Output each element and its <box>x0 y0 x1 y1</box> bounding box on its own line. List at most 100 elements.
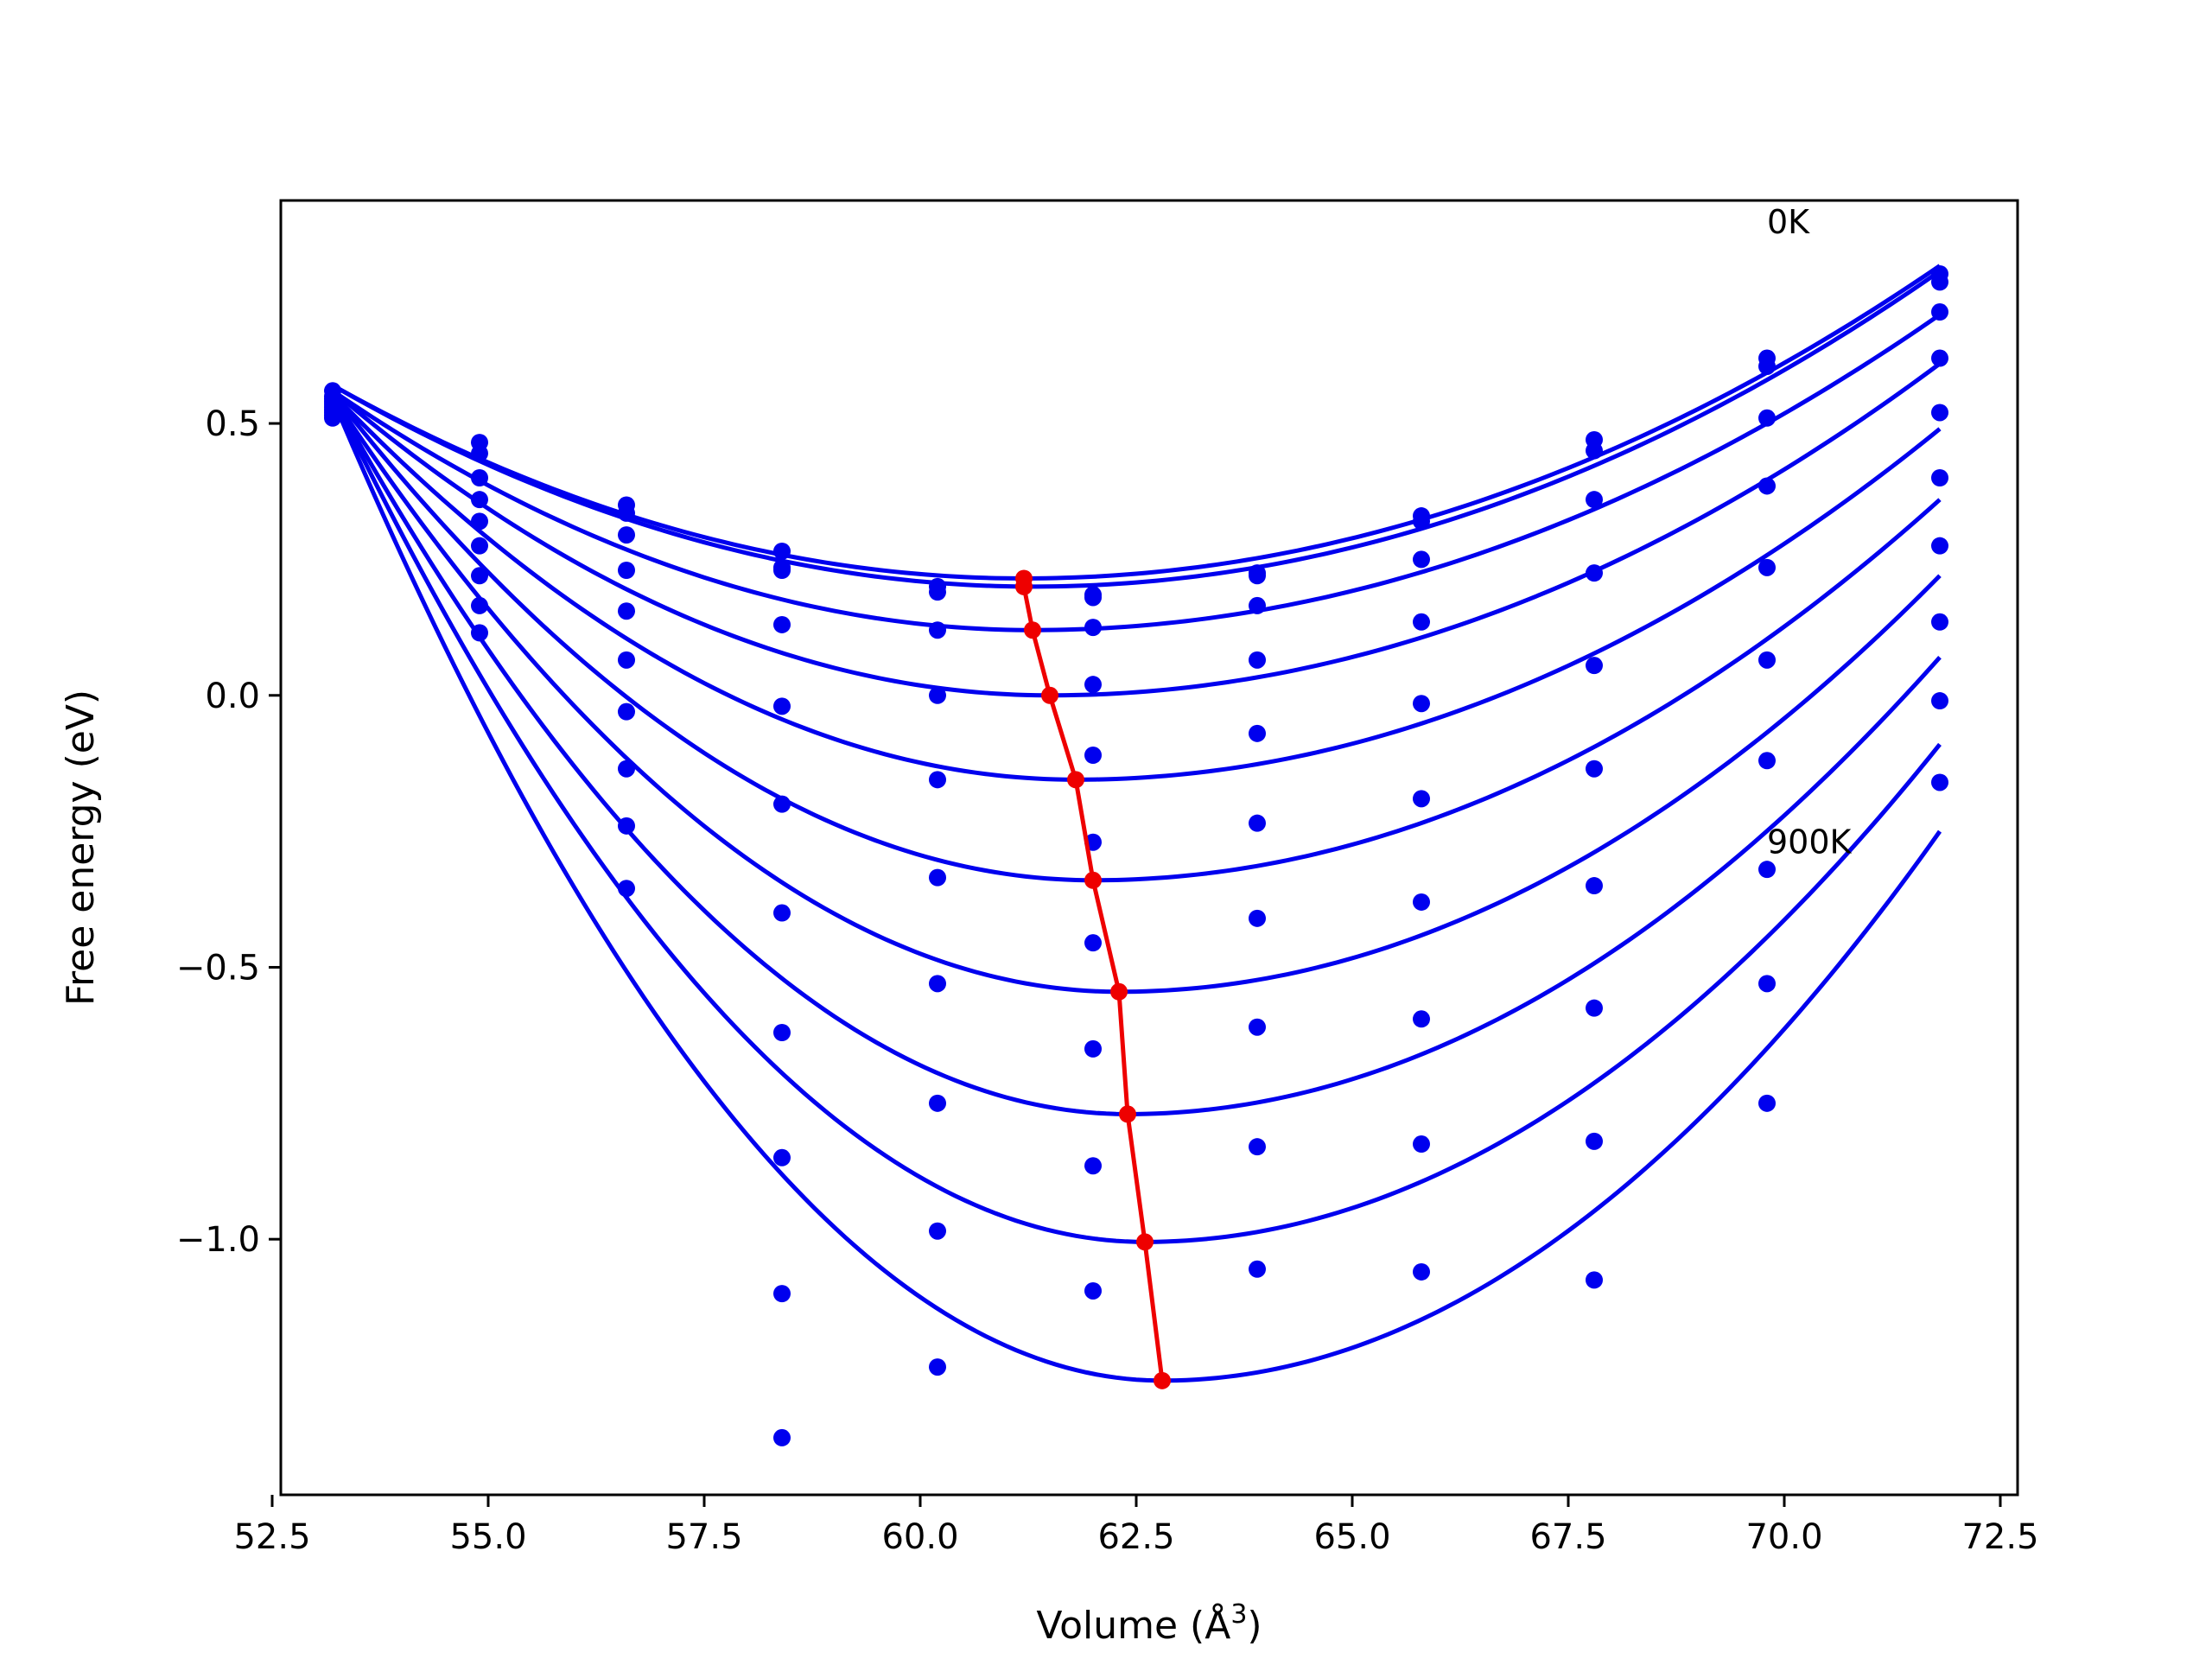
minimum-point-5 <box>1084 871 1102 889</box>
minimum-point-7 <box>1119 1105 1136 1123</box>
data-point-2-4 <box>929 621 946 639</box>
data-point-8-2 <box>618 817 635 835</box>
data-point-9-4 <box>929 1358 946 1376</box>
data-point-8-7 <box>1413 1135 1430 1154</box>
x-tick-label-3: 60.0 <box>881 1517 958 1557</box>
x-axis-label-superscript: 3 <box>1230 1599 1247 1630</box>
data-point-9-0 <box>324 409 341 427</box>
data-point-7-1 <box>471 596 488 614</box>
data-point-5-9 <box>1758 651 1776 669</box>
data-point-1-1 <box>471 444 488 462</box>
data-point-6-10 <box>1931 537 1948 555</box>
fit-curve-9 <box>330 397 1942 1383</box>
minimum-point-3 <box>1041 686 1058 704</box>
data-point-7-4 <box>929 1094 946 1112</box>
data-point-3-3 <box>773 615 791 633</box>
data-point-4-7 <box>1413 695 1430 713</box>
data-point-3-10 <box>1931 349 1948 367</box>
fit-curve-5 <box>331 391 1942 883</box>
minimum-point-6 <box>1110 982 1128 1001</box>
y-axis-ticks: 0.5 0.0 −0.5 −1.0 <box>176 404 281 1260</box>
x-axis-label: Volume (Å3) <box>1036 1599 1262 1648</box>
data-point-6-8 <box>1586 877 1603 895</box>
data-point-1-7 <box>1413 512 1430 531</box>
data-point-4-9 <box>1758 558 1776 576</box>
x-tick-label-2: 57.5 <box>665 1517 742 1557</box>
fit-curve-7 <box>330 395 1942 1116</box>
fit-curve-1 <box>331 269 1942 589</box>
minimum-point-1 <box>1015 577 1033 595</box>
data-point-5-2 <box>618 651 635 669</box>
x-tick-label-7: 70.0 <box>1745 1517 1822 1557</box>
minimum-path <box>1015 569 1171 1389</box>
data-point-2-6 <box>1249 596 1266 614</box>
minimum-point-4 <box>1067 771 1084 789</box>
data-point-5-10 <box>1931 469 1948 486</box>
data-point-6-6 <box>1249 909 1266 927</box>
data-point-3-5 <box>1084 676 1102 694</box>
data-point-3-6 <box>1249 651 1266 669</box>
data-point-8-8 <box>1586 1132 1603 1150</box>
fit-curves <box>330 264 1942 1383</box>
data-point-1-5 <box>1084 588 1102 607</box>
fit-curve-2 <box>331 313 1942 632</box>
data-point-2-10 <box>1931 303 1948 321</box>
x-tick-label-6: 67.5 <box>1529 1517 1606 1557</box>
data-point-10-3 <box>773 1428 791 1446</box>
data-point-9-2 <box>618 880 635 898</box>
data-point-3-1 <box>471 491 488 509</box>
fit-curve-8 <box>330 395 1942 1244</box>
y-tick-label-2: −0.5 <box>176 948 260 988</box>
y-tick-label-1: 0.0 <box>205 677 260 716</box>
data-point-2-7 <box>1413 550 1430 569</box>
x-axis-ticks: 52.5 55.0 57.5 60.0 62.5 65.0 67.5 70.0 72.5 <box>233 1495 2039 1557</box>
data-point-6-4 <box>929 975 946 993</box>
data-point-9-9 <box>1758 1094 1776 1112</box>
fit-curve-4 <box>331 391 1942 782</box>
data-point-8-10 <box>1931 692 1948 710</box>
data-point-6-1 <box>471 567 488 585</box>
data-point-4-6 <box>1249 724 1266 742</box>
data-point-3-2 <box>618 562 635 579</box>
minimum-point-2 <box>1024 621 1041 639</box>
data-point-5-4 <box>929 868 946 887</box>
x-axis-label-close: ) <box>1247 1604 1262 1648</box>
data-point-2-9 <box>1758 409 1776 427</box>
x-axis-label-text: Volume (Å <box>1036 1602 1230 1648</box>
data-point-9-8 <box>1586 1271 1603 1289</box>
data-points <box>324 264 1948 1446</box>
data-point-9-3 <box>773 1285 791 1303</box>
x-tick-label-8: 72.5 <box>1961 1517 2038 1557</box>
data-point-4-3 <box>773 697 791 715</box>
x-tick-label-1: 55.0 <box>449 1517 526 1557</box>
x-tick-label-0: 52.5 <box>233 1517 310 1557</box>
x-tick-label-4: 62.5 <box>1097 1517 1174 1557</box>
data-point-6-2 <box>618 702 635 721</box>
data-point-6-3 <box>773 904 791 922</box>
data-point-6-7 <box>1413 893 1430 911</box>
data-point-7-5 <box>1084 1039 1102 1058</box>
data-point-8-1 <box>471 624 488 642</box>
data-point-7-6 <box>1249 1018 1266 1036</box>
y-axis-label: Free energy (eV) <box>59 690 103 1006</box>
data-point-3-4 <box>929 686 946 704</box>
data-point-8-5 <box>1084 1157 1102 1175</box>
data-point-4-2 <box>618 602 635 620</box>
minimum-point-8 <box>1136 1233 1154 1251</box>
data-point-5-7 <box>1413 790 1430 808</box>
data-point-6-9 <box>1758 752 1776 770</box>
data-point-9-7 <box>1413 1262 1430 1281</box>
data-point-2-8 <box>1586 491 1603 509</box>
data-point-3-9 <box>1758 477 1776 495</box>
data-point-2-1 <box>471 469 488 486</box>
data-point-1-2 <box>618 504 635 522</box>
data-point-8-6 <box>1249 1138 1266 1156</box>
data-point-3-8 <box>1586 564 1603 582</box>
data-point-7-8 <box>1586 999 1603 1017</box>
data-point-3-7 <box>1413 613 1430 631</box>
data-point-5-1 <box>471 537 488 555</box>
y-tick-label-3: −1.0 <box>176 1220 260 1260</box>
y-tick-label-0: 0.5 <box>205 404 260 444</box>
